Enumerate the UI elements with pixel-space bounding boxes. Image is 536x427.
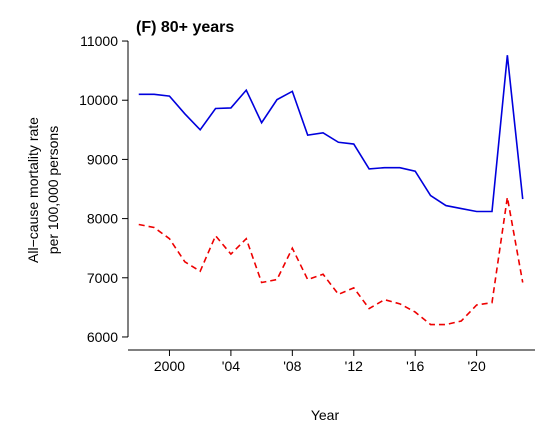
- y-axis-label: All−cause mortality rate: [25, 117, 41, 263]
- x-tick-label: '08: [283, 358, 301, 374]
- y-axis-label: per 100,000 persons: [45, 126, 61, 254]
- x-tick-label: '16: [406, 358, 424, 374]
- data-line: [138, 55, 524, 213]
- x-tick-label: 2000: [154, 358, 185, 374]
- x-tick-label: '20: [468, 358, 486, 374]
- y-tick-label: 11000: [80, 33, 118, 49]
- x-tick-label: '12: [345, 358, 363, 374]
- y-tick-label: 9000: [87, 151, 118, 167]
- y-tick-label: 7000: [87, 270, 118, 286]
- y-tick-label: 6000: [87, 329, 118, 345]
- y-tick-label: 8000: [87, 211, 118, 227]
- data-line: [138, 197, 524, 326]
- x-tick-label: '04: [222, 358, 240, 374]
- chart-title: (F) 80+ years: [136, 19, 234, 36]
- x-axis-label: Year: [311, 407, 340, 423]
- y-tick-label: 10000: [79, 92, 118, 108]
